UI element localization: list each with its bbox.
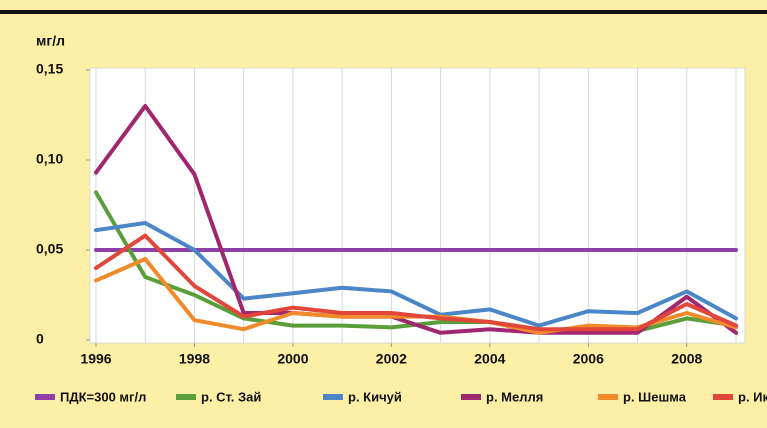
top-rule — [0, 10, 767, 14]
series-line — [94, 104, 738, 335]
y-tick-label: 0,15 — [36, 61, 63, 77]
y-axis-label: мг/л — [36, 33, 65, 49]
x-tick-label: 1998 — [179, 351, 210, 367]
legend-label: р. Ик — [738, 389, 767, 404]
legend-label: р. Шешма — [623, 389, 687, 404]
series-line — [94, 221, 738, 328]
legend-swatch — [598, 394, 618, 400]
legend-label: р. Ст. Зай — [201, 389, 261, 404]
y-tick-label: 0,05 — [36, 241, 63, 257]
y-tick-label: 0,10 — [36, 151, 63, 167]
x-tick-label: 2000 — [277, 351, 308, 367]
y-tick-label: 0 — [36, 331, 44, 347]
legend-label: р. Мелля — [486, 389, 543, 404]
x-tick-label: 1996 — [80, 351, 111, 367]
legend-swatch — [461, 394, 481, 400]
x-tick-label: 2008 — [671, 351, 702, 367]
legend-label: р. Кичуй — [348, 389, 402, 404]
series-line — [94, 233, 738, 332]
legend-swatch — [323, 394, 343, 400]
x-tick-label: 2006 — [573, 351, 604, 367]
x-tick-label: 2004 — [474, 351, 505, 367]
x-tick-label: 2002 — [376, 351, 407, 367]
legend-swatch — [35, 394, 55, 400]
legend-swatch — [176, 394, 196, 400]
legend-swatch — [713, 394, 733, 400]
legend-label: ПДК=300 мг/л — [60, 389, 146, 404]
